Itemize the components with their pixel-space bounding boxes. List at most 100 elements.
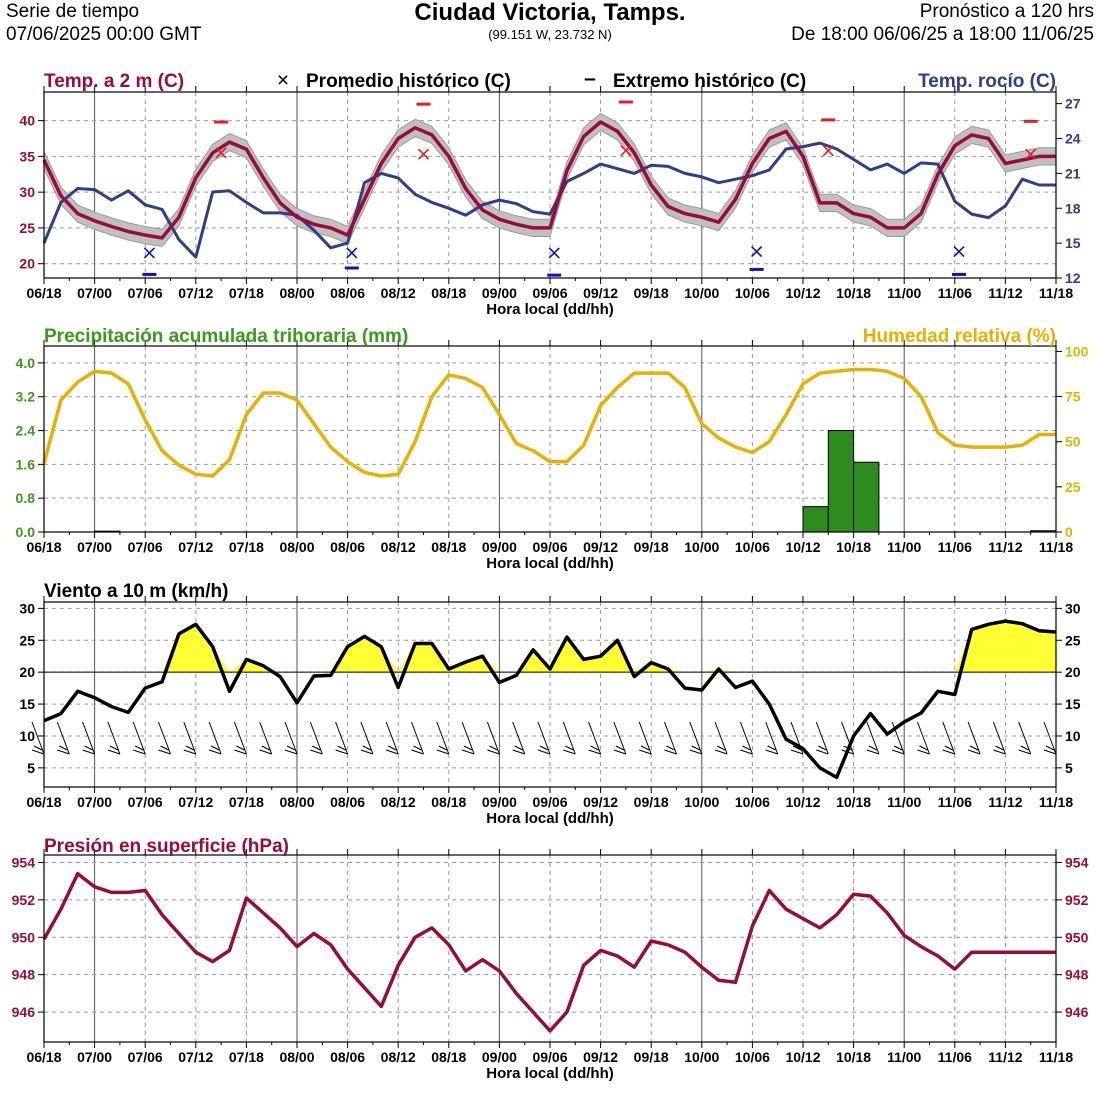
historical-avg-max-marker xyxy=(620,145,632,157)
wind-barb-flag xyxy=(33,745,43,751)
wind-barb-flag xyxy=(236,745,245,751)
x-tick-label: 10/12 xyxy=(785,1049,820,1065)
pressure-title: Presión en superficie (hPa) xyxy=(44,836,289,857)
x-axis-label: Hora local (dd/hh) xyxy=(486,1065,614,1082)
x-tick-label: 08/06 xyxy=(330,1049,365,1065)
x-tick-label: 09/12 xyxy=(583,285,618,301)
x-tick-label: 11/06 xyxy=(938,794,972,810)
wind-barb xyxy=(360,721,374,755)
x-tick-label: 08/18 xyxy=(431,1049,466,1065)
forecast-period: De 18:00 06/06/25 a 18:00 11/06/25 xyxy=(791,24,1094,45)
wind-barb-flag xyxy=(537,749,551,755)
x-tick-label: 07/18 xyxy=(229,794,264,810)
y2-tick-label: 948 xyxy=(1065,967,1089,983)
pressure-line xyxy=(42,871,1056,1033)
station-coordinates: (99.151 W, 23.732 N) xyxy=(488,27,612,42)
wind-barb-flag xyxy=(286,745,296,751)
wind-barb-flag xyxy=(82,749,95,755)
wind-barb-flag xyxy=(210,745,220,751)
wind-barb-flag xyxy=(1018,749,1031,755)
x-tick-label: 11/18 xyxy=(1039,1049,1073,1065)
y2-tick-label: 25 xyxy=(1065,479,1081,495)
forecast-range-label: Pronóstico a 120 hrs xyxy=(919,1,1094,22)
x-tick-label: 07/18 xyxy=(229,1049,264,1065)
wind-barb-flag xyxy=(1020,745,1029,751)
x-tick-label: 07/12 xyxy=(178,1049,213,1065)
x-tick-label: 09/00 xyxy=(482,1049,517,1065)
wind-barb-flag xyxy=(993,749,1006,755)
wind-barb-flag xyxy=(816,749,829,755)
historical-avg-min-marker-stroke xyxy=(953,245,965,258)
y-tick-label: 35 xyxy=(19,148,35,164)
wind-barb xyxy=(815,721,829,755)
wind-barb-flag xyxy=(892,749,905,755)
wind-barb-flag xyxy=(362,745,372,751)
wind-barb-staff xyxy=(664,721,677,755)
x-tick-label: 08/06 xyxy=(330,285,365,301)
wind-barb-flag xyxy=(640,745,650,751)
wind-barb-staff xyxy=(1043,721,1057,755)
y2-tick-label: 25 xyxy=(1065,632,1081,648)
wind-barb-flag xyxy=(387,745,397,751)
x-tick-label: 07/18 xyxy=(229,285,264,301)
wind-barb-staff xyxy=(82,721,96,755)
temperature-line xyxy=(42,120,1056,240)
wind-barb-staff xyxy=(31,721,45,755)
y2-tick-label: 950 xyxy=(1065,929,1089,945)
precipitation-title: Precipitación acumulada trihoraria (mm) xyxy=(44,326,408,347)
wind-barb xyxy=(486,721,500,755)
x-tick-label: 09/06 xyxy=(532,539,567,555)
wind-barb xyxy=(158,721,171,755)
wind-barb-flag xyxy=(160,745,169,751)
wind-barb-flag xyxy=(790,749,804,755)
wind-barb-staff xyxy=(815,721,829,755)
wind-barb-flag xyxy=(818,745,827,751)
legend-ext-symbol: – xyxy=(584,67,596,90)
x-tick-label: 10/06 xyxy=(735,794,770,810)
plot-frame xyxy=(43,601,1057,788)
x-tick-label: 09/00 xyxy=(482,285,517,301)
wind-barb-flag xyxy=(588,749,601,755)
x-tick-label: 11/12 xyxy=(988,794,1022,810)
y-tick-label: 952 xyxy=(12,892,36,908)
y-tick-label: 5 xyxy=(27,760,35,776)
x-tick-label: 10/12 xyxy=(785,794,820,810)
x-tick-label: 10/00 xyxy=(684,1049,719,1065)
y2-tick-label: 27 xyxy=(1065,96,1081,112)
x-tick-label: 10/12 xyxy=(785,539,820,555)
wind-barb-staff xyxy=(942,721,956,755)
x-tick-label: 11/18 xyxy=(1039,794,1073,810)
wind-barb-flag xyxy=(183,749,196,755)
wind-barb xyxy=(259,721,273,755)
historical-avg-min-marker-stroke xyxy=(548,247,560,259)
wind-barb-flag xyxy=(461,749,475,755)
wind-barb-flag xyxy=(792,745,802,751)
wind-barb xyxy=(588,721,602,755)
y-tick-label: 10 xyxy=(19,728,35,744)
x-tick-label: 07/00 xyxy=(77,794,112,810)
wind-barb xyxy=(537,721,551,755)
wind-barb-flag xyxy=(615,745,625,751)
header-right: Pronóstico a 120 hrs De 18:00 06/06/25 a… xyxy=(791,0,1094,46)
y-tick-label: 40 xyxy=(19,113,35,129)
wind-barb-flag xyxy=(1043,749,1057,755)
x-tick-label: 07/00 xyxy=(77,1049,112,1065)
wind-barb-staff xyxy=(992,721,1006,755)
x-tick-label: 11/00 xyxy=(887,539,921,555)
x-tick-label: 10/06 xyxy=(735,1049,770,1065)
wind-barb-staff xyxy=(158,721,171,755)
y2-tick-label: 18 xyxy=(1065,200,1081,216)
x-tick-label: 10/18 xyxy=(836,285,871,301)
y2-tick-label: 30 xyxy=(1065,600,1081,616)
wind-barb-staff xyxy=(739,721,753,755)
wind-barb xyxy=(284,721,298,755)
wind-barb xyxy=(689,721,703,755)
wind-barb-flag xyxy=(57,749,70,755)
x-tick-label: 09/12 xyxy=(583,794,618,810)
wind-barb-flag xyxy=(742,745,751,751)
wind-barb xyxy=(664,721,677,755)
y2-tick-label: 12 xyxy=(1065,270,1081,286)
x-tick-label: 11/00 xyxy=(887,794,921,810)
historical-avg-min-marker xyxy=(346,247,358,259)
wind-barb-flag xyxy=(868,745,878,751)
